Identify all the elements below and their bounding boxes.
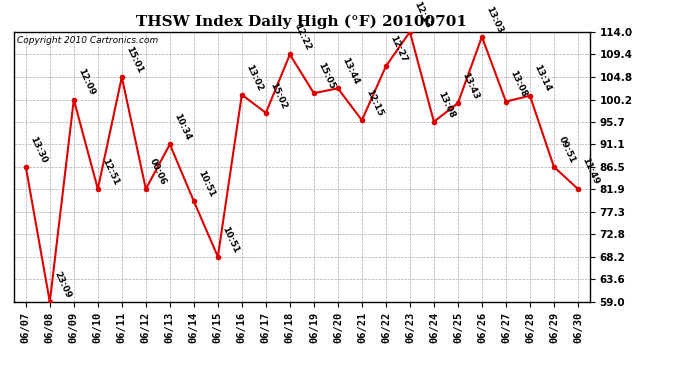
Text: 23:09: 23:09 — [52, 270, 72, 299]
Text: 13:14: 13:14 — [533, 63, 553, 93]
Text: 13:30: 13:30 — [28, 135, 48, 164]
Text: 12:51: 12:51 — [100, 157, 121, 186]
Text: 15:01: 15:01 — [124, 45, 144, 75]
Text: 12:13: 12:13 — [413, 0, 433, 29]
Text: 15:02: 15:02 — [268, 81, 288, 110]
Text: 13:08: 13:08 — [509, 69, 529, 99]
Text: 00:06: 00:06 — [148, 157, 168, 186]
Text: 10:51: 10:51 — [196, 169, 217, 199]
Text: 12:27: 12:27 — [388, 34, 408, 64]
Text: 13:02: 13:02 — [244, 63, 264, 92]
Text: 13:44: 13:44 — [340, 56, 361, 86]
Text: 11:49: 11:49 — [580, 156, 601, 186]
Text: 12:22: 12:22 — [293, 22, 313, 52]
Text: 12:09: 12:09 — [76, 68, 97, 97]
Text: 13:08: 13:08 — [436, 90, 457, 119]
Text: Copyright 2010 Cartronics.com: Copyright 2010 Cartronics.com — [17, 36, 158, 45]
Text: 10:51: 10:51 — [220, 225, 240, 254]
Text: 15:05: 15:05 — [316, 61, 337, 91]
Text: 13:43: 13:43 — [460, 71, 481, 100]
Text: 09:51: 09:51 — [556, 135, 577, 164]
Text: 12:15: 12:15 — [364, 88, 384, 118]
Text: 13:03: 13:03 — [484, 5, 504, 34]
Title: THSW Index Daily High (°F) 20100701: THSW Index Daily High (°F) 20100701 — [137, 15, 467, 29]
Text: 10:34: 10:34 — [172, 112, 193, 142]
